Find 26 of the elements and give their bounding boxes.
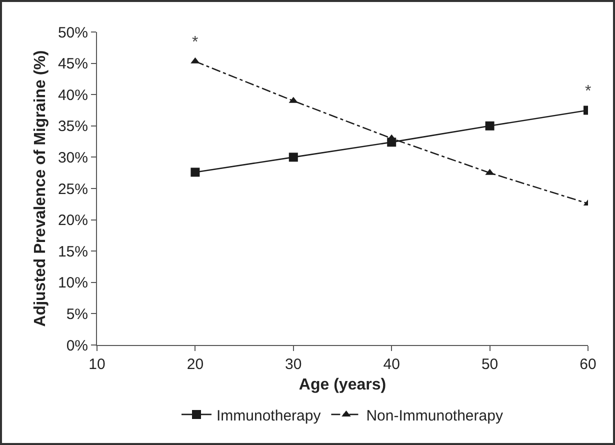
x-tick-label: 20: [186, 356, 204, 373]
y-tick-label: 50%: [58, 24, 88, 42]
x-tick-label: 30: [285, 356, 302, 373]
annotation: *: [192, 34, 198, 51]
y-tick-label: 5%: [66, 306, 88, 323]
y-tick-label: 10%: [58, 274, 88, 292]
legend-label: Immunotherapy: [216, 407, 322, 424]
point: [288, 152, 298, 162]
x-tick-label: 10: [88, 356, 106, 373]
y-tick-label: 25%: [58, 180, 88, 198]
annotation: *: [585, 83, 592, 100]
y-tick-label: 30%: [58, 149, 88, 166]
y-tick-label: 0%: [66, 337, 88, 354]
legend-label: Non-Immunotherapy: [366, 407, 504, 424]
y-tick-label: 40%: [58, 86, 88, 104]
x-tick-label: 40: [383, 356, 400, 373]
y-tick-label: 20%: [58, 212, 88, 230]
y-tick-label: 45%: [58, 56, 88, 73]
x-tick-label: 50: [481, 356, 498, 373]
y-tick-label: 35%: [58, 118, 88, 136]
y-axis-title: Adjusted Prevalence of Migraine (%): [32, 50, 49, 327]
x-tick-label: 60: [580, 356, 596, 373]
x-axis-title: Age (years): [298, 376, 386, 394]
point: [190, 168, 200, 177]
point: [485, 121, 494, 130]
y-tick-label: 15%: [58, 243, 88, 260]
